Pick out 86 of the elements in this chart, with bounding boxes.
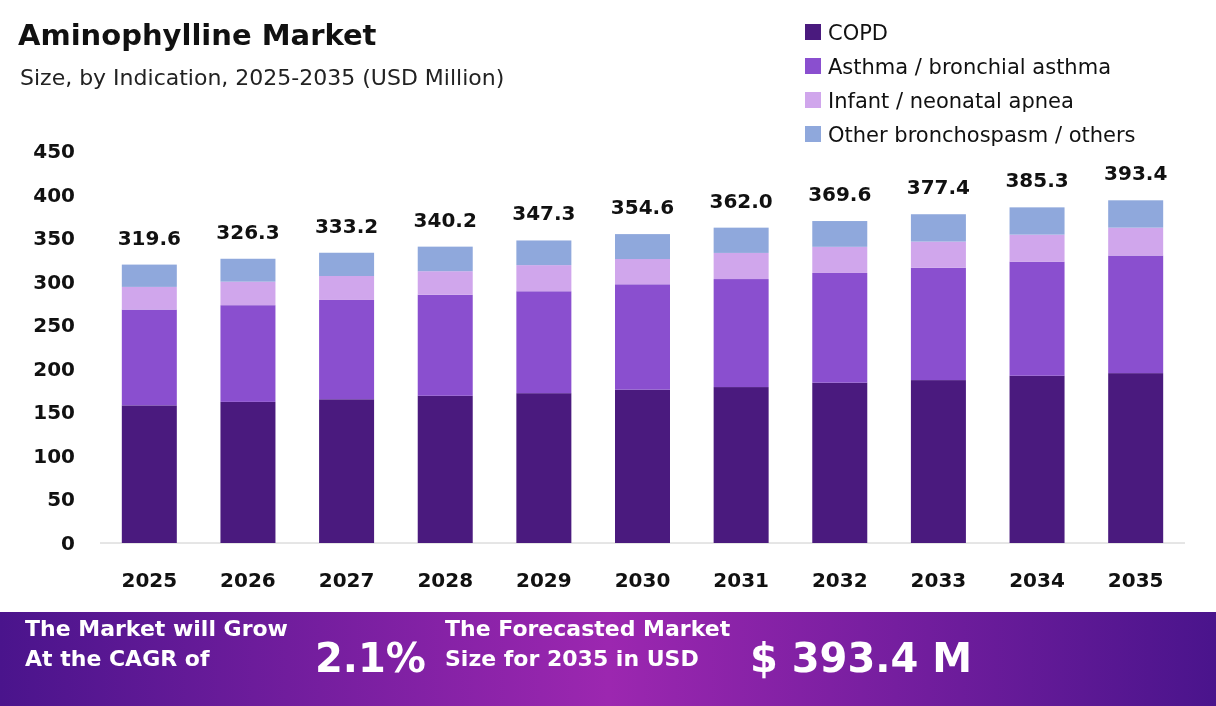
bar <box>319 299 375 400</box>
bar <box>319 399 375 543</box>
legend-label: Other bronchospasm / others <box>828 123 1136 148</box>
bar <box>220 281 276 306</box>
bar <box>417 246 473 272</box>
bar <box>1009 261 1065 376</box>
total-label: 362.0 <box>709 188 773 213</box>
bar <box>1108 200 1164 228</box>
legend-label: Asthma / bronchial asthma <box>828 55 1112 80</box>
bar <box>1108 373 1164 543</box>
total-label: 319.6 <box>117 225 181 250</box>
bar <box>220 401 276 543</box>
total-label: 333.2 <box>314 213 379 238</box>
y-tick-label: 50 <box>47 487 75 512</box>
x-tick-label: 2035 <box>1107 568 1164 592</box>
text: $ 393.4 M <box>750 635 973 681</box>
bar <box>713 227 769 253</box>
bar <box>220 258 276 282</box>
bar <box>812 221 868 247</box>
bar <box>615 259 670 285</box>
bar <box>910 380 966 543</box>
bar <box>516 240 572 266</box>
bar <box>713 252 769 280</box>
y-tick-label: 100 <box>33 443 75 468</box>
y-tick-label: 250 <box>33 313 75 338</box>
x-tick-label: 2025 <box>121 568 178 592</box>
chart-title: Aminophylline Market <box>18 18 377 52</box>
legend-label: Infant / neonatal apnea <box>828 89 1074 114</box>
legend-label: COPD <box>828 21 889 46</box>
x-tick-label: 2027 <box>318 568 375 592</box>
total-label: 385.3 <box>1005 168 1069 193</box>
bar <box>220 305 276 402</box>
bar <box>1108 227 1164 256</box>
x-tick-label: 2031 <box>713 568 769 592</box>
total-label: 347.3 <box>512 201 576 226</box>
bar <box>121 286 177 310</box>
text: The Market will Grow At the CAGR of <box>25 616 288 671</box>
y-tick-label: 400 <box>33 182 75 207</box>
bar <box>812 272 868 383</box>
total-label: 326.3 <box>216 219 280 244</box>
bar <box>615 234 670 260</box>
bar <box>121 264 177 287</box>
y-tick-label: 0 <box>61 531 75 555</box>
bar <box>615 284 670 390</box>
y-tick-label: 300 <box>33 269 75 294</box>
x-tick-label: 2030 <box>614 568 671 592</box>
bar <box>812 382 868 543</box>
bar <box>1009 375 1065 543</box>
y-tick-label: 150 <box>33 400 75 425</box>
bar <box>417 395 473 543</box>
bar <box>1108 255 1164 374</box>
bar <box>417 294 473 396</box>
bar <box>812 246 868 273</box>
text: The Forecasted Market Size for 2035 in USD <box>445 616 731 671</box>
x-tick-label: 2029 <box>516 568 572 592</box>
bar <box>910 241 966 268</box>
bar <box>516 265 572 292</box>
x-tick-label: 2034 <box>1009 568 1065 592</box>
bar <box>713 279 769 388</box>
x-tick-label: 2033 <box>910 568 967 592</box>
total-label: 393.4 <box>1104 161 1168 186</box>
total-label: 354.6 <box>610 195 675 220</box>
bar <box>121 309 177 406</box>
bar <box>516 393 572 543</box>
total-label: 369.6 <box>808 182 872 207</box>
x-tick-label: 2028 <box>417 568 474 592</box>
bar <box>910 267 966 381</box>
bar <box>615 389 670 543</box>
y-tick-label: 200 <box>33 356 75 381</box>
total-label: 340.2 <box>413 207 477 232</box>
bar <box>417 271 473 295</box>
bar <box>1009 234 1065 262</box>
bar <box>319 252 375 276</box>
bar <box>713 387 769 543</box>
total-label: 377.4 <box>906 175 971 200</box>
chart-subtitle: Size, by Indication, 2025-2035 (USD Million) <box>20 65 505 90</box>
bar <box>910 214 966 242</box>
bar <box>121 405 177 543</box>
bar <box>319 276 375 300</box>
bar <box>516 291 572 394</box>
y-tick-label: 350 <box>33 226 75 251</box>
bar <box>1009 207 1065 235</box>
x-tick-label: 2026 <box>220 568 276 592</box>
y-tick-label: 450 <box>33 139 75 163</box>
x-tick-label: 2032 <box>811 568 868 592</box>
text: 2.1% <box>315 635 426 681</box>
